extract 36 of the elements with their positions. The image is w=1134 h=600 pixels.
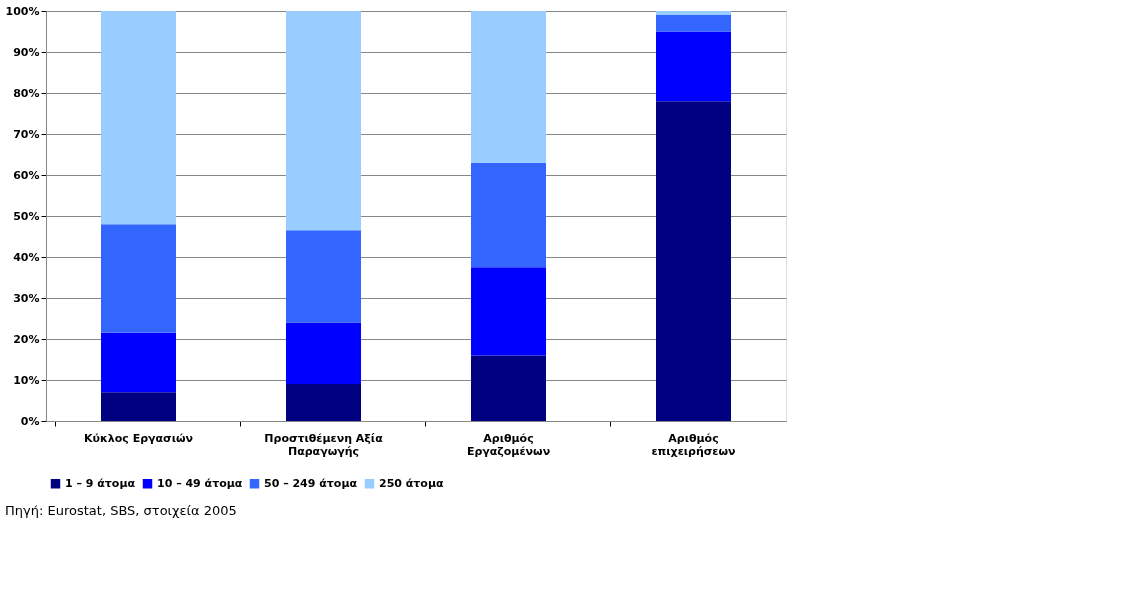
x-tick-label: Προστιθέμενη Αξία Παραγωγής — [264, 431, 384, 458]
y-tick-label: 50% — [13, 209, 40, 223]
bar — [101, 332, 176, 393]
legend-label: 10 – 49 άτομα — [157, 476, 243, 490]
x-tick-label: Αριθμός Εργαζομένων — [466, 431, 551, 458]
bar — [101, 11, 176, 225]
y-tick-label: 100% — [5, 4, 40, 18]
legend-label: 50 – 249 άτομα — [264, 476, 358, 490]
bar — [286, 322, 361, 385]
y-tick-label: 10% — [13, 373, 40, 387]
bar — [471, 162, 546, 268]
bar — [286, 230, 361, 323]
bar — [471, 355, 546, 421]
x-tick-label: Κύκλος Εργασιών — [84, 431, 193, 445]
bar — [656, 101, 731, 421]
text: Πηγή: Eurostat, SBS, στοιχεία 2005 — [5, 503, 237, 518]
bar — [286, 11, 361, 231]
bar — [286, 384, 361, 421]
y-tick-label: 30% — [13, 291, 40, 305]
bar — [101, 224, 176, 333]
bar — [471, 267, 546, 356]
y-tick-label: 60% — [13, 168, 40, 182]
y-tick-label: 40% — [13, 250, 40, 264]
bar — [471, 11, 546, 163]
y-tick-label: 70% — [13, 127, 40, 141]
bar — [101, 392, 176, 421]
bar — [656, 31, 731, 102]
y-tick-label: 0% — [20, 414, 40, 428]
y-tick-label: 20% — [13, 332, 40, 346]
bar — [656, 15, 731, 32]
x-tick-label: Αριθμός επιχειρήσεων — [651, 431, 736, 458]
y-tick-label: 90% — [13, 45, 40, 59]
legend-label: 250 άτομα — [379, 476, 445, 490]
legend-label: 1 – 9 άτομα — [65, 476, 136, 490]
y-tick-label: 80% — [13, 86, 40, 100]
bar — [656, 11, 731, 16]
